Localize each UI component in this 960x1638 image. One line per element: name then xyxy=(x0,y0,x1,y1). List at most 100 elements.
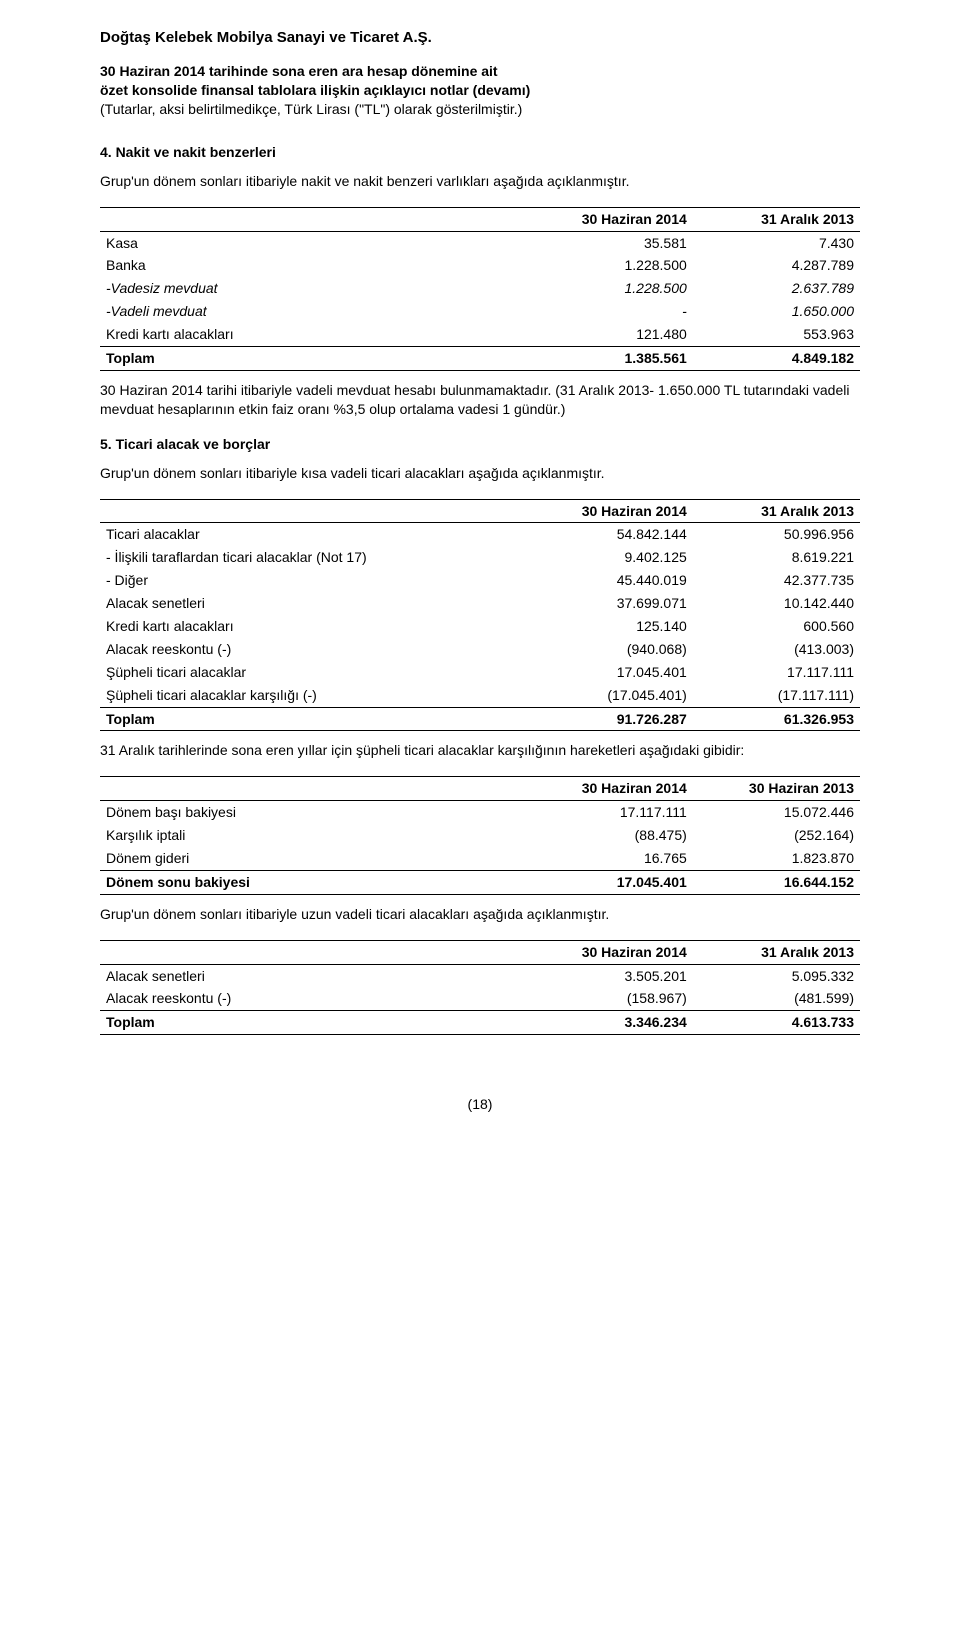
row-v2: 50.996.956 xyxy=(693,523,860,546)
row-label: - İlişkili taraflardan ticari alacaklar … xyxy=(100,546,526,569)
row-label: - Diğer xyxy=(100,569,526,592)
col-header: 31 Aralık 2013 xyxy=(693,940,860,964)
total-v1: 1.385.561 xyxy=(526,347,693,371)
page-container: Doğtaş Kelebek Mobilya Sanayi ve Ticaret… xyxy=(0,0,960,1638)
row-v1: 1.228.500 xyxy=(526,277,693,300)
row-label: Banka xyxy=(100,254,526,277)
table-long-body: Alacak senetleri3.505.2015.095.332Alacak… xyxy=(100,964,860,1011)
table-row: - İlişkili taraflardan ticari alacaklar … xyxy=(100,546,860,569)
row-label: Dönem gideri xyxy=(100,847,526,870)
row-v1: 121.480 xyxy=(526,323,693,346)
row-label: -Vadeli mevduat xyxy=(100,300,526,323)
table-row: Şüpheli ticari alacaklar17.045.40117.117… xyxy=(100,661,860,684)
row-v1: 125.140 xyxy=(526,615,693,638)
table-row: - Diğer45.440.01942.377.735 xyxy=(100,569,860,592)
col-header: 31 Aralık 2013 xyxy=(693,207,860,231)
table-trade-rec: 30 Haziran 2014 31 Aralık 2013 Ticari al… xyxy=(100,499,860,732)
total-label: Toplam xyxy=(100,347,526,371)
section-5-intro: Grup'un dönem sonları itibariyle kısa va… xyxy=(100,464,860,483)
table-row: Alacak reeskontu (-)(158.967)(481.599) xyxy=(100,987,860,1010)
row-v2: 5.095.332 xyxy=(693,964,860,987)
col-header: 30 Haziran 2014 xyxy=(526,207,693,231)
long-term-intro: Grup'un dönem sonları itibariyle uzun va… xyxy=(100,905,860,924)
row-v2: 1.650.000 xyxy=(693,300,860,323)
row-v2: (252.164) xyxy=(693,824,860,847)
row-v2: (413.003) xyxy=(693,638,860,661)
table-row: Karşılık iptali(88.475)(252.164) xyxy=(100,824,860,847)
row-v1: 54.842.144 xyxy=(526,523,693,546)
row-v1: 37.699.071 xyxy=(526,592,693,615)
row-v1: 16.765 xyxy=(526,847,693,870)
table-row: Kasa35.5817.430 xyxy=(100,231,860,254)
section-4-footnote: 30 Haziran 2014 tarihi itibariyle vadeli… xyxy=(100,381,860,419)
row-v2: 553.963 xyxy=(693,323,860,346)
row-label: Ticari alacaklar xyxy=(100,523,526,546)
table-cash: 30 Haziran 2014 31 Aralık 2013 Kasa35.58… xyxy=(100,207,860,371)
table-row: Alacak senetleri3.505.2015.095.332 xyxy=(100,964,860,987)
row-label: Alacak reeskontu (-) xyxy=(100,638,526,661)
row-label: Karşılık iptali xyxy=(100,824,526,847)
total-label: Dönem sonu bakiyesi xyxy=(100,870,526,894)
row-v2: 15.072.446 xyxy=(693,801,860,824)
total-v1: 17.045.401 xyxy=(526,870,693,894)
section-4-intro: Grup'un dönem sonları itibariyle nakit v… xyxy=(100,172,860,191)
row-v1: - xyxy=(526,300,693,323)
row-v1: (940.068) xyxy=(526,638,693,661)
row-v2: 4.287.789 xyxy=(693,254,860,277)
row-label: Alacak senetleri xyxy=(100,592,526,615)
row-label: Alacak reeskontu (-) xyxy=(100,987,526,1010)
col-header: 30 Haziran 2013 xyxy=(693,777,860,801)
row-v1: 17.045.401 xyxy=(526,661,693,684)
table-row: Banka1.228.5004.287.789 xyxy=(100,254,860,277)
table-header-row: 30 Haziran 2014 31 Aralık 2013 xyxy=(100,499,860,523)
total-label: Toplam xyxy=(100,1011,526,1035)
total-v2: 61.326.953 xyxy=(693,707,860,731)
table-cash-body: Kasa35.5817.430Banka1.228.5004.287.789-V… xyxy=(100,231,860,346)
row-v1: (88.475) xyxy=(526,824,693,847)
table-row: Kredi kartı alacakları125.140600.560 xyxy=(100,615,860,638)
table-move-body: Dönem başı bakiyesi17.117.11115.072.446K… xyxy=(100,801,860,871)
total-v2: 4.613.733 xyxy=(693,1011,860,1035)
total-row: Dönem sonu bakiyesi 17.045.401 16.644.15… xyxy=(100,870,860,894)
total-row: Toplam 91.726.287 61.326.953 xyxy=(100,707,860,731)
page-number: (18) xyxy=(100,1095,860,1114)
row-v1: 45.440.019 xyxy=(526,569,693,592)
row-v2: 42.377.735 xyxy=(693,569,860,592)
row-v2: (481.599) xyxy=(693,987,860,1010)
col-header: 31 Aralık 2013 xyxy=(693,499,860,523)
section-5-footnote: 31 Aralık tarihlerinde sona eren yıllar … xyxy=(100,741,860,760)
row-v2: 7.430 xyxy=(693,231,860,254)
total-v2: 4.849.182 xyxy=(693,347,860,371)
subtitle-line-3: (Tutarlar, aksi belirtilmedikçe, Türk Li… xyxy=(100,101,522,117)
row-v2: 10.142.440 xyxy=(693,592,860,615)
table-header-row: 30 Haziran 2014 31 Aralık 2013 xyxy=(100,207,860,231)
row-label: Dönem başı bakiyesi xyxy=(100,801,526,824)
row-label: Kredi kartı alacakları xyxy=(100,323,526,346)
row-v1: (158.967) xyxy=(526,987,693,1010)
table-row: Alacak senetleri37.699.07110.142.440 xyxy=(100,592,860,615)
table-row: Dönem gideri16.7651.823.870 xyxy=(100,847,860,870)
total-row: Toplam 3.346.234 4.613.733 xyxy=(100,1011,860,1035)
section-5-title: 5. Ticari alacak ve borçlar xyxy=(100,435,860,454)
row-v2: (17.117.111) xyxy=(693,684,860,707)
subtitle-line-2: özet konsolide finansal tablolara ilişki… xyxy=(100,82,530,98)
table-row: Dönem başı bakiyesi17.117.11115.072.446 xyxy=(100,801,860,824)
row-label: Şüpheli ticari alacaklar xyxy=(100,661,526,684)
table-row: Kredi kartı alacakları121.480553.963 xyxy=(100,323,860,346)
row-v1: 35.581 xyxy=(526,231,693,254)
row-v1: 1.228.500 xyxy=(526,254,693,277)
subtitle-line-1: 30 Haziran 2014 tarihinde sona eren ara … xyxy=(100,63,498,79)
table-provision-movement: 30 Haziran 2014 30 Haziran 2013 Dönem ba… xyxy=(100,776,860,894)
total-label: Toplam xyxy=(100,707,526,731)
row-label: -Vadesiz mevduat xyxy=(100,277,526,300)
table-row: Alacak reeskontu (-)(940.068)(413.003) xyxy=(100,638,860,661)
row-v2: 1.823.870 xyxy=(693,847,860,870)
row-v1: (17.045.401) xyxy=(526,684,693,707)
total-v1: 3.346.234 xyxy=(526,1011,693,1035)
col-header: 30 Haziran 2014 xyxy=(526,499,693,523)
table-row: Şüpheli ticari alacaklar karşılığı (-)(1… xyxy=(100,684,860,707)
col-header: 30 Haziran 2014 xyxy=(526,940,693,964)
row-v2: 8.619.221 xyxy=(693,546,860,569)
table-row: -Vadesiz mevduat1.228.5002.637.789 xyxy=(100,277,860,300)
row-label: Kredi kartı alacakları xyxy=(100,615,526,638)
